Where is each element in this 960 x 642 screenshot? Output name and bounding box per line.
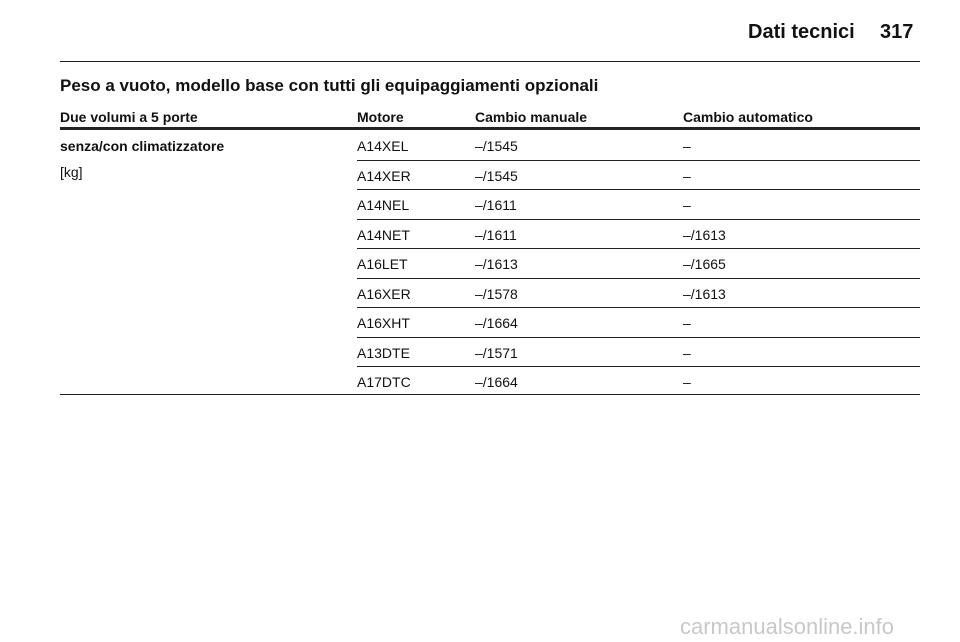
cell: –/1545 (475, 167, 518, 184)
watermark: carmanualsonline.info (680, 614, 895, 639)
cell: – (683, 167, 691, 184)
table-bottom-rule (60, 394, 920, 395)
header-rule (60, 127, 920, 130)
row-rule (357, 307, 920, 308)
cell: – (683, 138, 691, 154)
cell: A14XEL (357, 138, 409, 154)
page-number: 317 (880, 21, 914, 43)
row-rule (357, 159, 920, 161)
cell: –/1664 (475, 374, 518, 390)
cell: A16XER (357, 285, 411, 302)
cell: – (683, 315, 691, 331)
cell: A13DTE (357, 344, 410, 361)
cell: –/1665 (683, 256, 726, 272)
cell: –/1613 (475, 256, 518, 272)
cell: A14NEL (357, 197, 410, 213)
row-label: senza/con climatizzatore (60, 138, 225, 154)
section-title: Dati tecnici (748, 21, 855, 43)
cell: –/1545 (475, 138, 518, 154)
cell: A17DTC (357, 374, 411, 390)
cell: – (683, 344, 691, 361)
cell: A14NET (357, 226, 410, 243)
row-rule (357, 277, 920, 279)
row-rule (357, 189, 920, 190)
cell: – (683, 374, 691, 390)
row-rule (357, 248, 920, 249)
cell: A14XER (357, 167, 411, 184)
cell: –/1571 (475, 344, 518, 361)
row-rule (357, 218, 920, 220)
column-header: Due volumi a 5 porte (60, 109, 198, 125)
cell: –/1613 (683, 226, 726, 243)
column-header: Motore (357, 109, 404, 125)
cell: –/1611 (475, 197, 517, 213)
row-unit: [kg] (60, 164, 83, 180)
cell: –/1664 (475, 315, 518, 331)
cell: – (683, 197, 691, 213)
row-rule (357, 366, 920, 367)
row-rule (357, 336, 920, 338)
column-header: Cambio manuale (475, 109, 588, 125)
cell: –/1578 (475, 285, 518, 302)
table-title: Peso a vuoto, modello base con tutti gli… (60, 76, 599, 95)
cell: A16LET (357, 256, 408, 272)
header-rule (60, 61, 920, 62)
cell: –/1611 (475, 226, 517, 243)
cell: A16XHT (357, 315, 410, 331)
column-header: Cambio automatico (683, 109, 813, 125)
cell: –/1613 (683, 285, 726, 302)
